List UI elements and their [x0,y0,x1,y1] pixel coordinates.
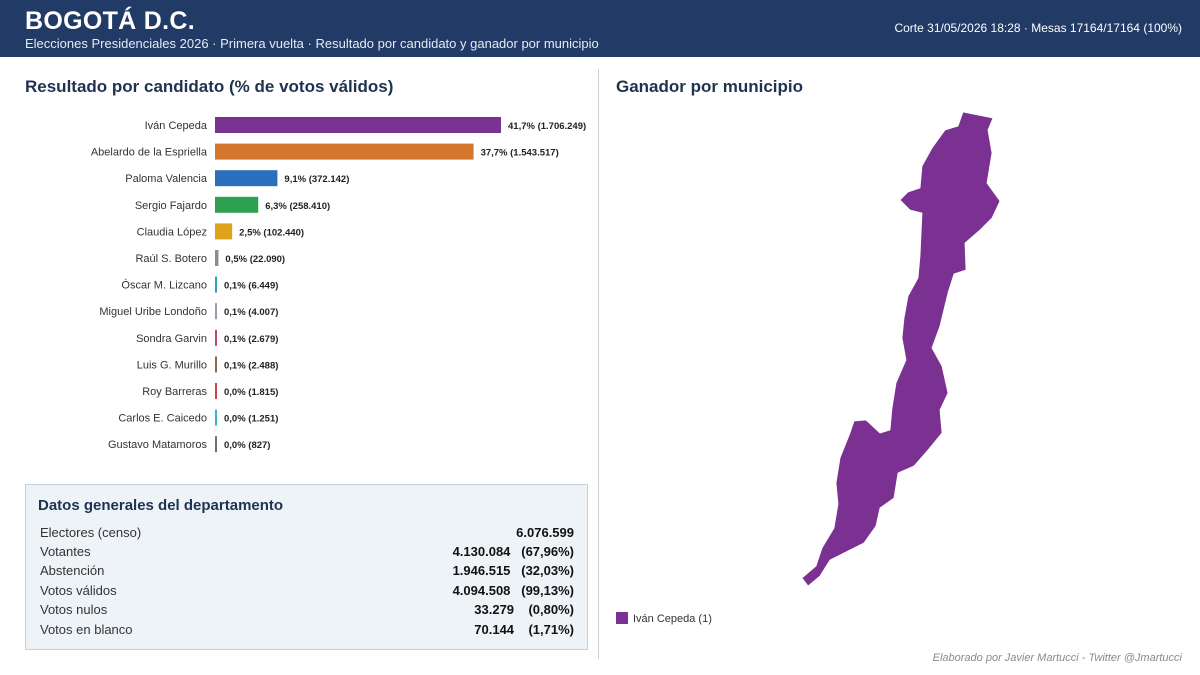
bar-value-label: 0,1% (2.488) [224,360,278,371]
bar-value-label: 0,1% (6.449) [224,281,278,292]
data-row-value: 33.279 (0,80%) [474,602,574,617]
candidate-label: Miguel Uribe Londoño [99,306,207,318]
data-row: Votantes 4.130.084 (67,96%) [40,544,574,563]
legend-swatch [616,612,628,624]
candidate-bar[interactable] [215,143,474,160]
candidate-label: Roy Barreras [142,386,207,398]
bar-value-label: 0,1% (2.679) [224,334,278,345]
candidate-label: Abelardo de la Espriella [91,147,208,159]
candidate-bar[interactable] [215,436,217,453]
data-row-label: Votantes [40,544,91,559]
bar-value-label: 0,0% (1.251) [224,414,278,425]
map-panel-title: Ganador por municipio [616,77,804,96]
data-row-label: Votos en blanco [40,622,133,637]
data-row-value: 70.144 (1,71%) [474,622,574,637]
data-row-value: 6.076.599 [516,525,574,540]
candidate-label: Claudia López [137,226,207,238]
candidate-bar[interactable] [215,250,219,266]
candidate-label: Sergio Fajardo [135,200,207,212]
candidate-bar[interactable] [215,117,501,133]
bar-value-label: 0,0% (827) [224,440,270,451]
bar-value-label: 9,1% (372.142) [284,174,349,185]
candidate-label: Óscar M. Lizcano [121,279,207,292]
candidate-bar-chart: Iván Cepeda 41,7% (1.706.249) Abelardo de … [91,117,586,453]
legend-label: Iván Cepeda (1) [633,613,712,625]
data-row-label: Electores (censo) [40,525,142,540]
panel-divider [598,69,599,659]
data-row-value: 1.946.515 (32,03%) [452,563,574,578]
candidate-label: Paloma Valencia [125,173,208,185]
candidate-label: Raúl S. Botero [135,253,207,265]
candidate-bar[interactable] [215,276,217,293]
bar-value-label: 2,5% (102.440) [239,227,304,238]
bar-value-label: 41,7% (1.706.249) [508,121,586,132]
data-row: Votos válidos 4.094.508 (99,13%) [40,583,574,602]
bar-value-label: 0,5% (22.090) [225,254,285,265]
general-data-box: Datos generales del departamento Elector… [25,484,588,650]
bogota-territory-shape[interactable] [801,111,1001,587]
candidate-bar[interactable] [215,303,217,320]
data-row-label: Abstención [40,563,105,578]
candidate-label: Sondra Garvin [136,333,207,345]
header-bar: BOGOTÁ D.C. Elecciones Presidenciales 20… [0,0,1200,57]
page-subtitle: Elecciones Presidenciales 2026 · Primera… [25,36,599,51]
bar-value-label: 6,3% (258.410) [265,201,330,212]
author-credit: Elaborado por Javier Martucci - Twitter … [932,652,1182,664]
candidate-label: Gustavo Matamoros [108,439,208,451]
data-row: Abstención 1.946.515 (32,03%) [40,563,574,582]
candidate-bar[interactable] [215,383,217,399]
data-row-label: Votos válidos [40,583,117,598]
cutoff-info: Corte 31/05/2026 18:28 · Mesas 17164/171… [894,21,1182,35]
bar-value-label: 0,0% (1.815) [224,387,278,398]
general-data-title: Datos generales del departamento [38,497,284,514]
candidate-bar[interactable] [215,196,259,213]
page-title: BOGOTÁ D.C. [25,7,195,35]
candidate-bar[interactable] [215,356,217,373]
bar-value-label: 37,7% (1.543.517) [481,148,559,159]
candidate-bar[interactable] [215,170,278,187]
data-row-label: Votos nulos [40,602,108,617]
candidate-bar[interactable] [215,409,217,426]
data-row-value: 4.094.508 (99,13%) [452,583,574,598]
candidate-label: Luis G. Murillo [137,359,207,371]
data-row-value: 4.130.084 (67,96%) [452,544,574,559]
municipality-map [801,111,1001,587]
candidate-bar[interactable] [215,223,233,240]
data-row: Votos en blanco 70.144 (1,71%) [40,622,574,641]
results-panel-title: Resultado por candidato (% de votos váli… [25,77,394,96]
data-row: Votos nulos 33.279 (0,80%) [40,602,574,621]
candidate-label: Carlos E. Caicedo [118,413,207,425]
candidate-label: Iván Cepeda [145,120,208,132]
candidate-bar[interactable] [215,329,217,346]
data-row: Electores (censo) 6.076.599 [40,525,574,544]
map-legend: Iván Cepeda (1) [616,612,712,625]
bar-value-label: 0,1% (4.007) [224,307,278,318]
